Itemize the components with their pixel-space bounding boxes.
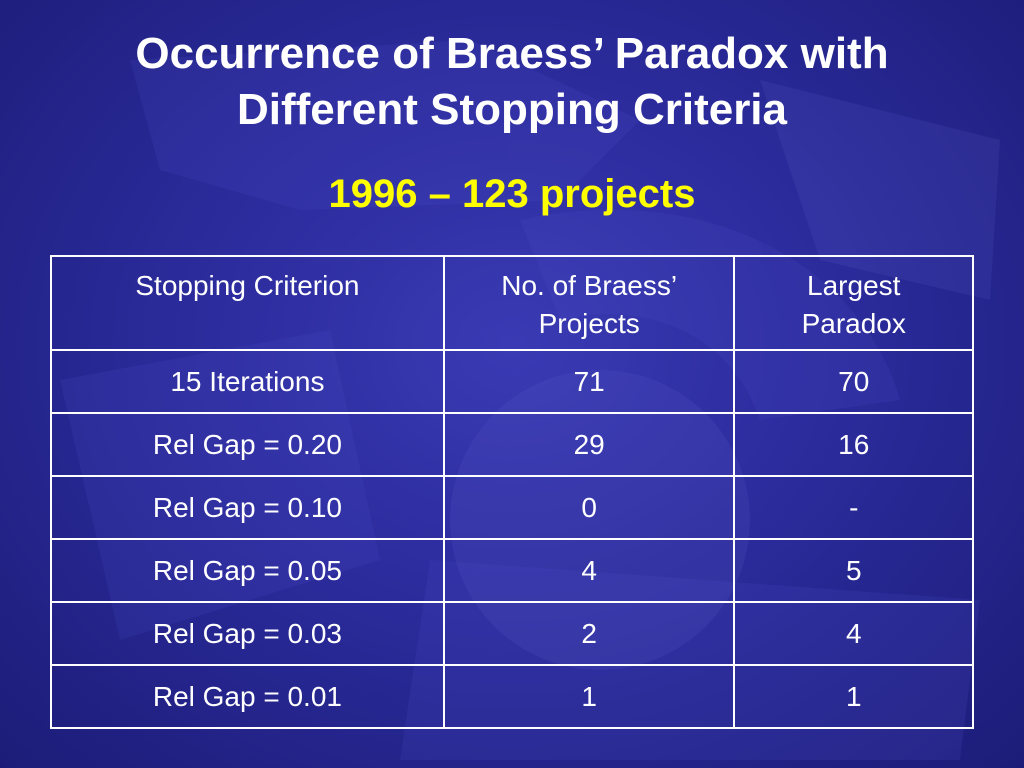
table-row: 15 Iterations 71 70 bbox=[50, 349, 974, 414]
table-row: Rel Gap = 0.05 4 5 bbox=[50, 538, 974, 603]
table-row: Rel Gap = 0.10 0 - bbox=[50, 475, 974, 540]
table-row: Rel Gap = 0.03 2 4 bbox=[50, 601, 974, 666]
header-braess-projects: No. of Braess’ Projects bbox=[442, 255, 736, 351]
cell-braess-projects: 71 bbox=[442, 349, 736, 414]
cell-stopping-criterion: Rel Gap = 0.05 bbox=[50, 538, 445, 603]
slide-title-line-2: Different Stopping Criteria bbox=[236, 85, 788, 134]
slide-subtitle: 1996 – 123 projects bbox=[328, 172, 696, 216]
cell-stopping-criterion: 15 Iterations bbox=[50, 349, 445, 414]
results-table: Stopping Criterion No. of Braess’ Projec… bbox=[50, 255, 974, 729]
cell-stopping-criterion: Rel Gap = 0.20 bbox=[50, 412, 445, 477]
slide-title-line-1: Occurrence of Braess’ Paradox with bbox=[135, 29, 889, 78]
cell-largest-paradox: 16 bbox=[733, 412, 974, 477]
cell-braess-projects: 1 bbox=[442, 664, 736, 729]
cell-stopping-criterion: Rel Gap = 0.10 bbox=[50, 475, 445, 540]
cell-largest-paradox: 1 bbox=[733, 664, 974, 729]
header-largest-paradox: Largest Paradox bbox=[733, 255, 974, 351]
table-header-row: Stopping Criterion No. of Braess’ Projec… bbox=[50, 255, 974, 351]
cell-largest-paradox: - bbox=[733, 475, 974, 540]
header-stopping-criterion: Stopping Criterion bbox=[50, 255, 445, 351]
header-stopping-criterion-text: Stopping Criterion bbox=[135, 270, 360, 301]
cell-stopping-criterion: Rel Gap = 0.01 bbox=[50, 664, 445, 729]
cell-largest-paradox: 5 bbox=[733, 538, 974, 603]
cell-braess-projects: 0 bbox=[442, 475, 736, 540]
table-row: Rel Gap = 0.01 1 1 bbox=[50, 664, 974, 729]
cell-braess-projects: 4 bbox=[442, 538, 736, 603]
header-braess-projects-line-1: No. of Braess’ bbox=[501, 270, 678, 301]
table-row: Rel Gap = 0.20 29 16 bbox=[50, 412, 974, 477]
cell-braess-projects: 29 bbox=[442, 412, 736, 477]
header-braess-projects-line-2: Projects bbox=[538, 308, 640, 339]
cell-braess-projects: 2 bbox=[442, 601, 736, 666]
cell-largest-paradox: 4 bbox=[733, 601, 974, 666]
cell-stopping-criterion: Rel Gap = 0.03 bbox=[50, 601, 445, 666]
header-largest-paradox-line-2: Paradox bbox=[801, 308, 906, 339]
slide-title: Occurrence of Braess’ Paradox with Diffe… bbox=[0, 26, 1024, 138]
header-largest-paradox-line-1: Largest bbox=[807, 270, 901, 301]
cell-largest-paradox: 70 bbox=[733, 349, 974, 414]
